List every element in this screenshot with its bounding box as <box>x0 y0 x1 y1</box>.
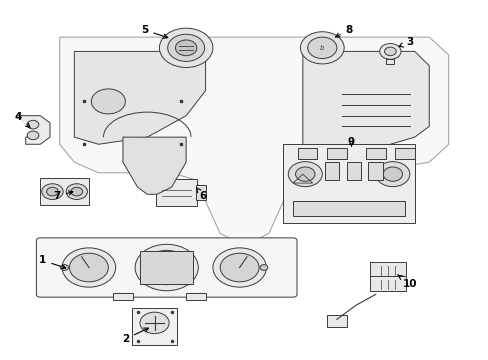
FancyBboxPatch shape <box>369 276 405 292</box>
Circle shape <box>66 184 87 199</box>
Text: b: b <box>319 45 324 51</box>
Polygon shape <box>74 51 205 144</box>
Text: 5: 5 <box>141 25 167 38</box>
Circle shape <box>375 162 409 186</box>
Circle shape <box>69 253 108 282</box>
FancyBboxPatch shape <box>131 308 177 345</box>
Circle shape <box>140 312 169 334</box>
Bar <box>186 293 205 300</box>
Circle shape <box>159 28 212 67</box>
Text: 8: 8 <box>335 25 352 37</box>
Circle shape <box>46 187 58 196</box>
Circle shape <box>175 40 197 56</box>
Bar <box>368 162 382 180</box>
Bar <box>297 148 317 158</box>
FancyBboxPatch shape <box>326 315 346 327</box>
Circle shape <box>91 89 125 114</box>
Circle shape <box>295 167 314 181</box>
Circle shape <box>212 248 266 287</box>
Text: 3: 3 <box>398 37 412 48</box>
Circle shape <box>27 120 39 129</box>
Bar <box>324 162 339 180</box>
Polygon shape <box>122 137 186 194</box>
Circle shape <box>220 253 259 282</box>
Circle shape <box>41 184 63 199</box>
Circle shape <box>135 244 198 291</box>
Polygon shape <box>302 51 428 152</box>
Text: 10: 10 <box>397 275 416 289</box>
Bar <box>40 178 89 205</box>
Bar <box>283 144 414 223</box>
Bar <box>326 148 346 158</box>
Text: 4: 4 <box>15 112 30 127</box>
Bar <box>386 59 393 64</box>
Text: 6: 6 <box>196 188 206 201</box>
Circle shape <box>307 37 336 59</box>
Circle shape <box>384 47 395 56</box>
Bar <box>366 148 385 158</box>
Circle shape <box>300 32 344 64</box>
Text: 7: 7 <box>54 191 73 201</box>
Circle shape <box>143 250 190 285</box>
Bar <box>394 148 414 158</box>
Circle shape <box>287 162 322 186</box>
Polygon shape <box>60 37 448 241</box>
Circle shape <box>260 265 267 270</box>
Text: 2: 2 <box>122 328 148 344</box>
Bar <box>196 185 205 200</box>
Polygon shape <box>16 116 50 144</box>
Circle shape <box>71 187 82 196</box>
FancyBboxPatch shape <box>155 179 197 206</box>
Text: 1: 1 <box>39 255 65 269</box>
Bar <box>346 162 361 180</box>
Circle shape <box>167 34 204 62</box>
Circle shape <box>379 44 400 59</box>
Bar <box>113 293 132 300</box>
Circle shape <box>62 248 116 287</box>
FancyBboxPatch shape <box>369 262 405 277</box>
Text: 9: 9 <box>347 138 354 148</box>
Bar <box>140 251 193 284</box>
Circle shape <box>27 131 39 140</box>
Bar <box>292 202 404 216</box>
Circle shape <box>61 265 68 270</box>
Circle shape <box>382 167 402 181</box>
FancyBboxPatch shape <box>36 238 296 297</box>
